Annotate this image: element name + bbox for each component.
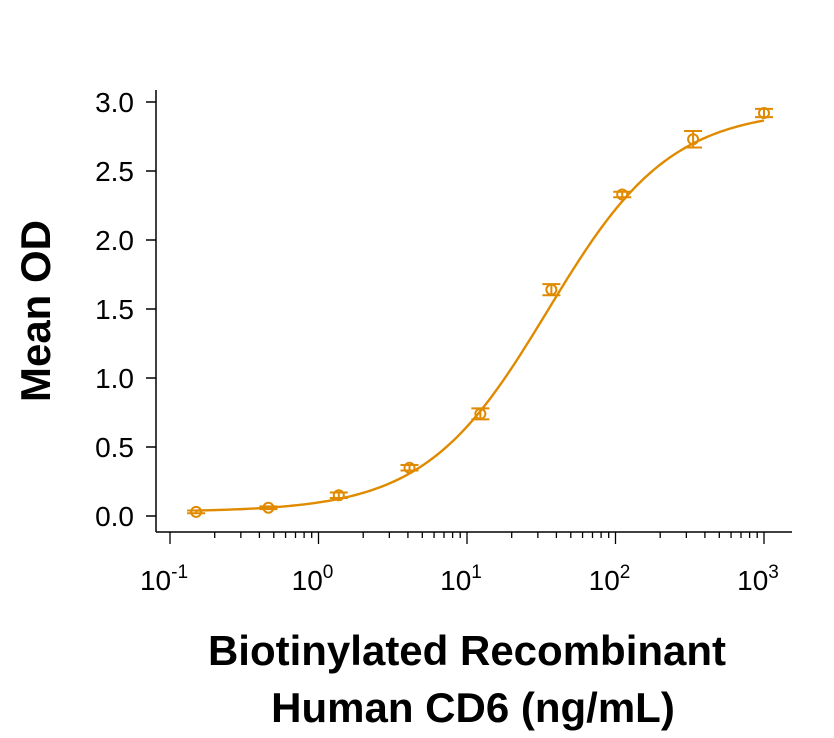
fit-curve xyxy=(196,119,765,512)
point-marker xyxy=(474,407,487,420)
point-marker xyxy=(332,489,345,502)
data-point xyxy=(684,129,703,149)
x-tick-base: 10 xyxy=(292,565,323,596)
x-tick-exponent: -1 xyxy=(171,562,188,583)
data-point xyxy=(613,188,632,201)
y-tick-label: 0.5 xyxy=(95,432,134,463)
point-marker xyxy=(190,505,203,518)
y-tick-label: 3.0 xyxy=(95,87,134,118)
y-tick-label: 2.5 xyxy=(95,156,134,187)
data-point xyxy=(259,501,278,514)
data-point xyxy=(542,283,561,297)
data-points xyxy=(187,107,773,518)
y-tick-label: 1.5 xyxy=(95,294,134,325)
x-tick-base: 10 xyxy=(140,565,171,596)
point-marker xyxy=(403,461,416,474)
x-tick-label: 10-1 xyxy=(140,562,188,596)
point-marker xyxy=(616,188,629,201)
y-axis-title: Mean OD xyxy=(12,220,59,402)
y-tick-label: 2.0 xyxy=(95,225,134,256)
x-tick-base: 10 xyxy=(589,565,620,596)
x-tick-label: 100 xyxy=(292,562,334,596)
x-tick-base: 10 xyxy=(737,565,768,596)
y-tick-label: 1.0 xyxy=(95,363,134,394)
x-tick-base: 10 xyxy=(440,565,471,596)
point-marker xyxy=(262,501,275,514)
data-point xyxy=(329,489,348,502)
y-tick-label: 0.0 xyxy=(95,501,134,532)
x-tick-exponent: 2 xyxy=(620,562,631,583)
x-axis-title-line-2: Human CD6 (ng/mL) xyxy=(271,684,675,731)
x-tick-exponent: 0 xyxy=(323,562,334,583)
x-axis-title-line-1: Biotinylated Recombinant xyxy=(208,627,726,674)
data-point xyxy=(471,407,490,421)
point-marker xyxy=(687,133,700,146)
x-tick-label: 101 xyxy=(440,562,482,596)
axes xyxy=(155,90,792,533)
data-point xyxy=(755,107,773,120)
y-axis-ticks: 0.0 0.5 1.0 1.5 2.0 2.5 3.0 xyxy=(95,87,156,532)
x-tick-exponent: 1 xyxy=(471,562,482,583)
data-point xyxy=(187,505,206,518)
data-point xyxy=(400,461,419,474)
point-marker xyxy=(545,283,558,296)
x-tick-label: 102 xyxy=(589,562,631,596)
x-axis-ticks: 10-1 100 101 102 103 xyxy=(140,532,779,596)
point-marker xyxy=(758,107,770,120)
x-tick-label: 103 xyxy=(737,562,779,596)
x-tick-exponent: 3 xyxy=(768,562,779,583)
